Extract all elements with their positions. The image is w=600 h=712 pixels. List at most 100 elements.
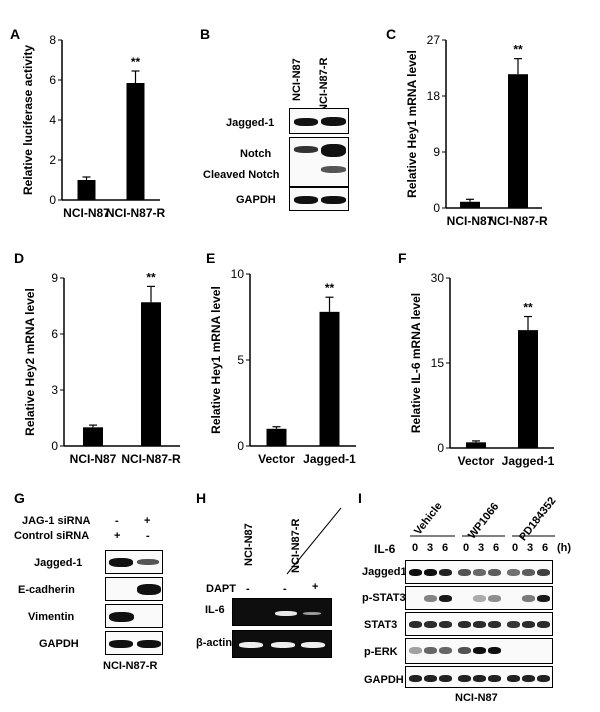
band — [275, 611, 297, 616]
blot-notch — [289, 137, 349, 187]
y-tick-label: 6 — [51, 327, 58, 341]
panel-letter-a: A — [10, 26, 21, 42]
bar — [266, 428, 287, 446]
band — [424, 621, 437, 628]
band — [488, 647, 501, 654]
category-label: NCI-N87 — [70, 452, 117, 466]
row-label-jagged-1: Jagged-1 — [34, 557, 83, 569]
y-axis-label: Relative Hey2 mRNA level — [23, 288, 37, 436]
band — [537, 675, 550, 682]
band — [439, 621, 452, 628]
band — [439, 675, 452, 682]
blot-stat3 — [405, 612, 553, 636]
row-label-beta-actin: β-actin — [196, 637, 233, 649]
band — [294, 196, 318, 204]
category-label: Vector — [458, 454, 495, 468]
panel-letter-g: G — [14, 490, 25, 506]
band — [137, 559, 159, 565]
band — [439, 647, 452, 654]
band — [507, 569, 520, 576]
band — [488, 595, 501, 602]
time-0: 0 — [463, 542, 470, 554]
y-tick-label: 6 — [49, 73, 56, 87]
group-underlines — [410, 535, 555, 537]
time-6: 6 — [542, 542, 549, 554]
y-tick-label: 5 — [237, 353, 244, 367]
blot-gapdh — [289, 187, 349, 211]
bracket-line — [286, 507, 342, 575]
band — [424, 569, 437, 576]
y-axis-label: Relative Hey1 mRNA level — [209, 286, 223, 434]
category-label: NCI-N87-R — [121, 452, 181, 466]
band — [458, 647, 471, 654]
blot-jagged-1 — [105, 550, 163, 574]
category-label: Jagged-1 — [303, 452, 356, 466]
lane-label-nci-n87: NCI-N87 — [291, 58, 303, 101]
row-label-stat3: STAT3 — [364, 619, 398, 631]
bar-chart-e: 0 5 10 Relative Hey1 mRNA level Vector ** Jagg… — [209, 267, 356, 466]
row-label-jagged1: Jagged1 — [362, 566, 407, 578]
blot-vimentin — [105, 604, 163, 628]
sign: - — [146, 530, 150, 542]
band — [109, 640, 133, 648]
band — [301, 642, 325, 648]
bar — [508, 74, 528, 208]
time-3: 3 — [427, 542, 434, 554]
lane-label-nci-n87-r: NCI-N87-R — [318, 57, 330, 112]
band — [109, 558, 133, 567]
bar — [466, 442, 486, 448]
y-tick-label: 0 — [49, 193, 56, 207]
y-axis-label: Relative IL-6 mRNA level — [409, 293, 423, 433]
category-label: NCI-N87 — [63, 206, 110, 220]
y-tick-label: 0 — [237, 439, 244, 453]
band — [239, 642, 263, 648]
sign: - — [246, 583, 250, 595]
sign: + — [312, 581, 319, 593]
row-label-jagged-1: Jagged-1 — [226, 117, 275, 129]
band — [409, 569, 422, 576]
category-label: Jagged-1 — [502, 454, 555, 468]
band — [137, 584, 161, 595]
band — [424, 675, 437, 682]
band — [137, 640, 161, 648]
panel-letter-i: I — [358, 490, 362, 506]
row-label-gapdh: GAPDH — [39, 638, 79, 650]
y-tick-label: 0 — [51, 439, 58, 453]
sign: + — [114, 530, 121, 542]
y-tick-label: 18 — [427, 89, 441, 103]
gel-beta-actin — [232, 630, 332, 658]
lane-label-nci-n87: NCI-N87 — [243, 523, 255, 566]
band — [537, 569, 550, 576]
band — [537, 595, 550, 602]
y-tick-label: 27 — [427, 33, 441, 47]
category-label: NCI-N87 — [447, 214, 494, 228]
y-tick-label: 30 — [431, 271, 445, 285]
il6-label: IL-6 — [374, 542, 396, 556]
panel-letter-h: H — [196, 490, 207, 506]
bar — [83, 427, 103, 446]
band — [321, 196, 346, 204]
band — [439, 569, 452, 576]
row-label-il-6: IL-6 — [205, 604, 225, 616]
band — [321, 144, 346, 157]
significance-marker: ** — [325, 281, 335, 295]
row-label-cleaved-notch: Cleaved Notch — [203, 169, 280, 181]
time-6: 6 — [493, 542, 500, 554]
significance-marker: ** — [131, 55, 141, 69]
band — [507, 621, 520, 628]
band — [473, 569, 486, 576]
panel-letter-c: C — [386, 26, 397, 42]
band — [424, 595, 437, 602]
band — [294, 146, 318, 153]
time-0: 0 — [512, 542, 519, 554]
band — [458, 621, 471, 628]
bar — [141, 302, 161, 446]
y-tick-label: 9 — [433, 145, 440, 159]
y-tick-label: 9 — [51, 271, 58, 285]
significance-marker: ** — [513, 43, 523, 57]
band — [271, 642, 295, 648]
band — [507, 675, 520, 682]
time-6: 6 — [442, 542, 449, 554]
sign: - — [283, 583, 287, 595]
y-tick-label: 3 — [51, 383, 58, 397]
